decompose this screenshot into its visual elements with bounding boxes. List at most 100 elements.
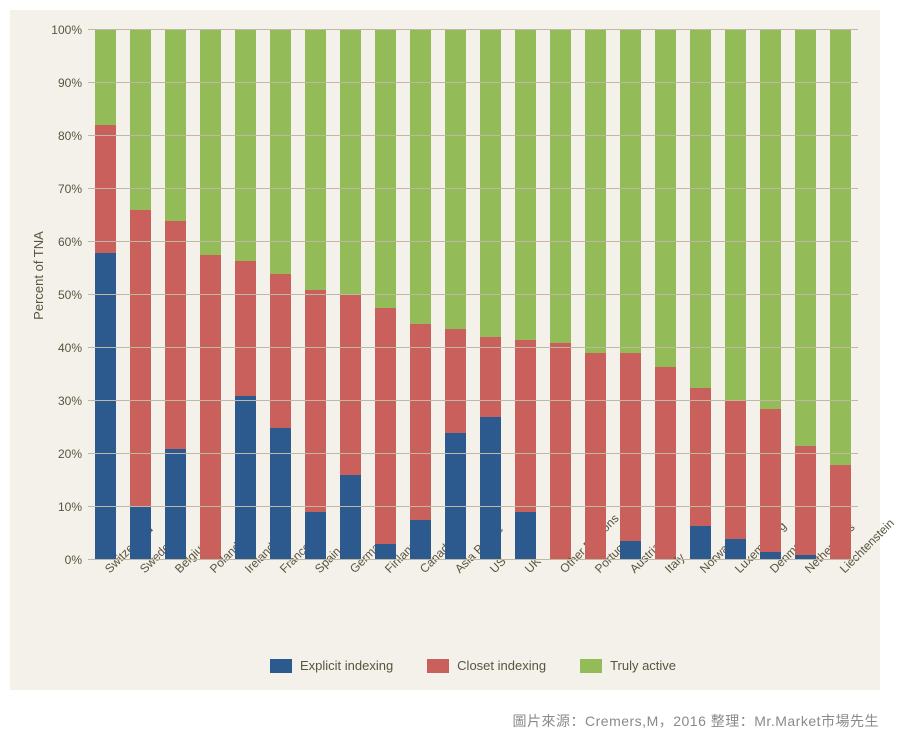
bar-slot: Finland: [368, 30, 403, 560]
segment-active: [340, 30, 360, 295]
segment-closet: [200, 255, 220, 560]
gridline: [88, 506, 858, 507]
y-tick-label: 100%: [51, 23, 82, 37]
bar: [585, 30, 605, 560]
gridline: [88, 559, 858, 560]
segment-closet: [375, 308, 395, 544]
segment-closet: [410, 324, 430, 520]
legend-swatch: [427, 659, 449, 673]
bar: [480, 30, 500, 560]
bar: [235, 30, 255, 560]
bars-container: SwitzerlandSwedenBelgiumPolandIrelandFra…: [88, 30, 858, 560]
segment-closet: [550, 343, 570, 560]
bar-slot: Other Regions: [543, 30, 578, 560]
segment-active: [165, 30, 185, 221]
bar-slot: UK: [508, 30, 543, 560]
segment-active: [760, 30, 780, 409]
segment-closet: [165, 221, 185, 449]
gridline: [88, 294, 858, 295]
segment-closet: [95, 125, 115, 252]
segment-active: [235, 30, 255, 261]
y-tick-label: 70%: [58, 182, 82, 196]
segment-explicit: [165, 449, 185, 560]
bar-slot: Germany: [333, 30, 368, 560]
bar-slot: Portugal: [578, 30, 613, 560]
segment-closet: [130, 210, 150, 507]
segment-active: [690, 30, 710, 388]
bar-slot: Liechtenstein: [823, 30, 858, 560]
segment-active: [725, 30, 745, 401]
legend-swatch: [580, 659, 602, 673]
y-tick-label: 10%: [58, 500, 82, 514]
bar: [305, 30, 325, 560]
bar: [620, 30, 640, 560]
legend-item: Explicit indexing: [270, 658, 393, 673]
plot-area: SwitzerlandSwedenBelgiumPolandIrelandFra…: [88, 30, 858, 560]
gridline: [88, 400, 858, 401]
legend-label: Explicit indexing: [300, 658, 393, 673]
bar-slot: France: [263, 30, 298, 560]
segment-closet: [655, 367, 675, 560]
segment-closet: [620, 353, 640, 541]
bar-slot: Denmark: [753, 30, 788, 560]
segment-closet: [795, 446, 815, 555]
segment-explicit: [130, 507, 150, 560]
y-tick-label: 50%: [58, 288, 82, 302]
segment-explicit: [95, 253, 115, 560]
y-axis-label-text: Percent of TNA: [31, 231, 46, 320]
y-tick-label: 0%: [65, 553, 82, 567]
bar-slot: Sweden: [123, 30, 158, 560]
bar: [95, 30, 115, 560]
segment-explicit: [515, 512, 535, 560]
bar: [375, 30, 395, 560]
segment-active: [445, 30, 465, 329]
bar: [795, 30, 815, 560]
bar-slot: Asia Pacific: [438, 30, 473, 560]
bar-slot: Switzerland: [88, 30, 123, 560]
bar-slot: Belgium: [158, 30, 193, 560]
segment-active: [270, 30, 290, 274]
bar: [655, 30, 675, 560]
segment-closet: [515, 340, 535, 512]
segment-active: [375, 30, 395, 308]
gridline: [88, 453, 858, 454]
bar-slot: Norway: [683, 30, 718, 560]
segment-explicit: [480, 417, 500, 560]
gridline: [88, 241, 858, 242]
segment-active: [305, 30, 325, 290]
bar: [725, 30, 745, 560]
segment-active: [130, 30, 150, 210]
gridline: [88, 135, 858, 136]
segment-closet: [340, 295, 360, 475]
segment-active: [410, 30, 430, 324]
bar-slot: Poland: [193, 30, 228, 560]
figure: Percent of TNA SwitzerlandSwedenBelgiumP…: [0, 0, 899, 739]
segment-active: [200, 30, 220, 255]
bar: [550, 30, 570, 560]
segment-closet: [830, 465, 850, 560]
segment-closet: [480, 337, 500, 417]
y-tick-label: 90%: [58, 76, 82, 90]
segment-active: [480, 30, 500, 337]
bar: [410, 30, 430, 560]
bar-slot: Luxembourg: [718, 30, 753, 560]
segment-closet: [725, 401, 745, 539]
segment-closet: [305, 290, 325, 513]
segment-active: [795, 30, 815, 446]
bar: [130, 30, 150, 560]
bar: [515, 30, 535, 560]
bar: [760, 30, 780, 560]
bar-slot: Spain: [298, 30, 333, 560]
y-axis-label: Percent of TNA: [28, 10, 48, 540]
bar-slot: Canada: [403, 30, 438, 560]
legend-swatch: [270, 659, 292, 673]
gridline: [88, 29, 858, 30]
legend-label: Closet indexing: [457, 658, 546, 673]
segment-explicit: [270, 428, 290, 561]
bar-slot: Ireland: [228, 30, 263, 560]
segment-closet: [445, 329, 465, 432]
segment-explicit: [445, 433, 465, 560]
legend-label: Truly active: [610, 658, 676, 673]
segment-explicit: [235, 396, 255, 560]
segment-explicit: [340, 475, 360, 560]
